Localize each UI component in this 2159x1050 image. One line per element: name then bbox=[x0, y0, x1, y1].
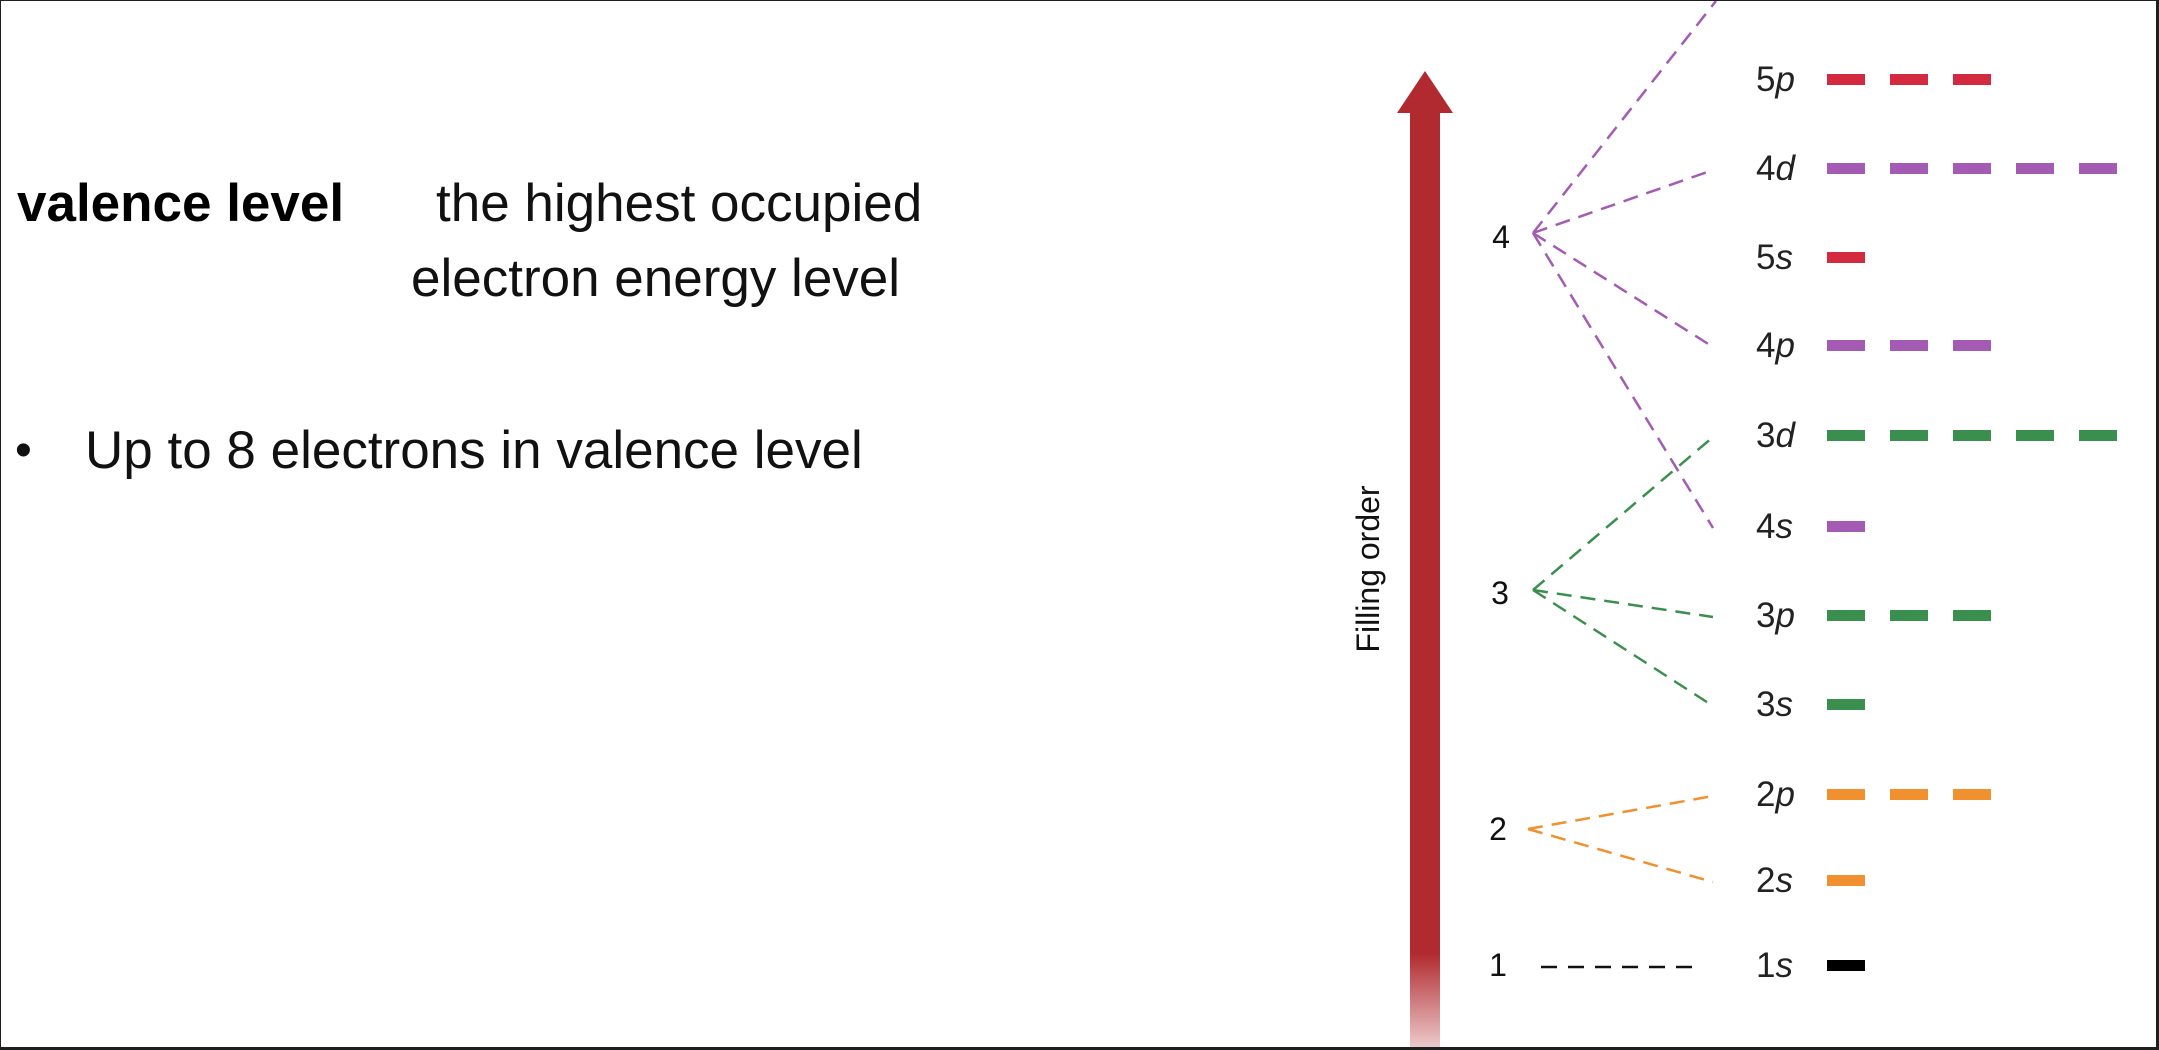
subshell-label: 4p bbox=[1756, 326, 1795, 365]
orbital-bar bbox=[1827, 610, 1865, 621]
orbital-bar bbox=[1827, 875, 1865, 886]
connector-2p bbox=[1527, 794, 1714, 831]
connector-3p bbox=[1532, 588, 1714, 619]
orbital-bar bbox=[2079, 430, 2117, 441]
subshell-l: s bbox=[1775, 238, 1793, 277]
orbital-bar bbox=[1890, 610, 1928, 621]
orbital-bar bbox=[1890, 163, 1928, 174]
subshell-label: 5s bbox=[1756, 238, 1793, 277]
orbital-bar bbox=[1953, 163, 1991, 174]
subshell-2p: 2p bbox=[1756, 775, 1991, 814]
subshell-l: s bbox=[1775, 861, 1793, 900]
subshell-l: s bbox=[1775, 946, 1793, 985]
orbital-bar bbox=[1827, 74, 1865, 85]
subshell-label: 2p bbox=[1756, 775, 1795, 814]
bullet-text: Up to 8 electrons in valence level bbox=[85, 421, 863, 480]
level-label-2: 2 bbox=[1489, 811, 1507, 847]
orbital-bar bbox=[1827, 163, 1865, 174]
orbital-bar bbox=[2079, 163, 2117, 174]
orbital-bar bbox=[2016, 430, 2054, 441]
connector-4d bbox=[1532, 168, 1714, 235]
orbital-bar bbox=[1890, 789, 1928, 800]
subshell-n: 4 bbox=[1756, 326, 1775, 365]
subshell-l: p bbox=[1774, 60, 1794, 99]
orbital-bar bbox=[1890, 430, 1928, 441]
subshell-n: 2 bbox=[1756, 775, 1775, 814]
subshell-label: 3p bbox=[1756, 596, 1795, 635]
subshell-4p: 4p bbox=[1756, 326, 1991, 365]
arrow-shaft bbox=[1410, 111, 1440, 1047]
subshell-label: 2s bbox=[1756, 861, 1793, 900]
subshell-n: 4 bbox=[1756, 507, 1775, 546]
subshell-l: p bbox=[1774, 775, 1794, 814]
subshell-n: 4 bbox=[1756, 149, 1775, 188]
subshell-connectors bbox=[1527, 1, 1717, 969]
connector-3s bbox=[1532, 588, 1714, 708]
subshell-l: d bbox=[1775, 149, 1796, 188]
level-labels: 1 2 3 4 bbox=[1489, 219, 1510, 983]
subshell-n: 3 bbox=[1756, 416, 1775, 455]
orbital-bar bbox=[1890, 340, 1928, 351]
orbital-bar bbox=[1953, 340, 1991, 351]
subshell-3d: 3d bbox=[1756, 416, 2117, 455]
level-label-1: 1 bbox=[1489, 947, 1507, 983]
arrow-head bbox=[1397, 71, 1453, 113]
subshell-label: 4d bbox=[1756, 149, 1796, 188]
level-label-3: 3 bbox=[1491, 575, 1509, 611]
filling-order-label: Filling order bbox=[1350, 485, 1386, 653]
subshell-n: 5 bbox=[1756, 238, 1775, 277]
subshell-4s: 4s bbox=[1756, 507, 1865, 546]
connector-3d bbox=[1532, 436, 1714, 591]
connector-4f-upward bbox=[1532, 1, 1717, 234]
subshell-label: 3s bbox=[1756, 685, 1793, 724]
subshell-l: p bbox=[1774, 596, 1794, 635]
subshell-l: p bbox=[1774, 326, 1794, 365]
subshell-3p: 3p bbox=[1756, 596, 1991, 635]
connector-4p bbox=[1532, 231, 1714, 349]
connector-2s bbox=[1527, 827, 1714, 884]
level-label-4: 4 bbox=[1492, 219, 1510, 255]
subshell-label: 3d bbox=[1756, 416, 1796, 455]
orbital-bar bbox=[1953, 74, 1991, 85]
orbital-bar bbox=[1827, 960, 1865, 971]
orbital-bar bbox=[1953, 430, 1991, 441]
subshell-n: 2 bbox=[1756, 861, 1775, 900]
subshell-n: 3 bbox=[1756, 685, 1775, 724]
orbital-bar bbox=[1827, 252, 1865, 263]
subshell-n: 1 bbox=[1756, 946, 1775, 985]
subshell-5p: 5p bbox=[1756, 60, 1991, 99]
definition-term: valence level bbox=[17, 174, 345, 233]
subshell-label: 1s bbox=[1756, 946, 1793, 985]
orbital-bar bbox=[1827, 699, 1865, 710]
subshell-3s: 3s bbox=[1756, 685, 1865, 724]
subshell-l: d bbox=[1775, 416, 1796, 455]
subshell-l: s bbox=[1775, 685, 1793, 724]
orbital-bar bbox=[1827, 430, 1865, 441]
orbital-bar bbox=[1827, 340, 1865, 351]
orbital-bar bbox=[1953, 789, 1991, 800]
subshell-l: s bbox=[1775, 507, 1793, 546]
orbital-bar bbox=[1827, 789, 1865, 800]
subshell-5s: 5s bbox=[1756, 238, 1865, 277]
subshell-4d: 4d bbox=[1756, 149, 2117, 188]
definition-text-line-2: electron energy level bbox=[411, 249, 901, 308]
orbital-bar bbox=[2016, 163, 2054, 174]
subshell-label: 5p bbox=[1756, 60, 1795, 99]
orbital-bar bbox=[1890, 74, 1928, 85]
connector-4s bbox=[1531, 232, 1715, 529]
definition-text-line-1: the highest occupied bbox=[436, 174, 923, 233]
subshell-n: 3 bbox=[1756, 596, 1775, 635]
subshell-1s: 1s bbox=[1756, 946, 1865, 985]
subshell-label: 4s bbox=[1756, 507, 1793, 546]
bullet-marker: • bbox=[15, 424, 32, 477]
orbital-bar bbox=[1827, 521, 1865, 532]
subshell-2s: 2s bbox=[1756, 861, 1865, 900]
filling-order-arrow bbox=[1397, 71, 1453, 1047]
subshell-n: 5 bbox=[1756, 60, 1775, 99]
orbital-bar bbox=[1953, 610, 1991, 621]
